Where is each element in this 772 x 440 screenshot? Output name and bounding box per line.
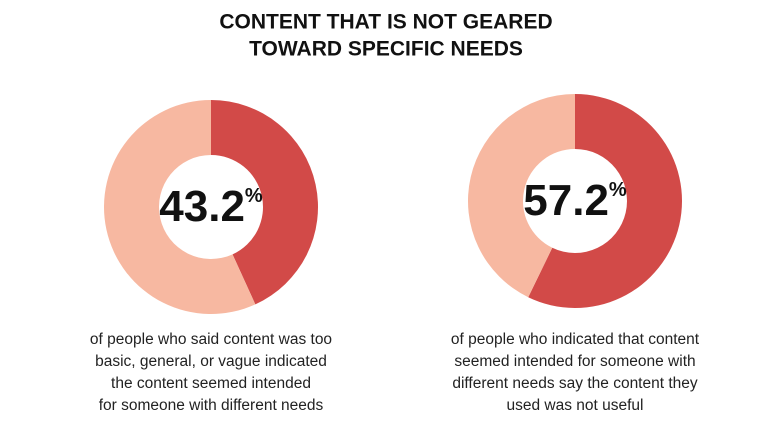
center-label: 57.2%	[523, 176, 627, 225]
donut-segment	[468, 94, 575, 298]
title: CONTENT THAT IS NOT GEARED	[219, 11, 552, 34]
caption: seemed intended for someone with	[454, 353, 695, 370]
center-label: 43.2%	[159, 182, 263, 231]
donut-segment	[211, 100, 318, 305]
donut-segment	[528, 94, 683, 308]
donut-segment	[103, 100, 256, 314]
caption: the content seemed intended	[111, 375, 311, 392]
caption: for someone with different needs	[99, 397, 324, 414]
title: TOWARD SPECIFIC NEEDS	[249, 38, 523, 61]
caption: of people who said content was too	[90, 331, 332, 348]
caption: different needs say the content they	[452, 375, 698, 392]
caption: used was not useful	[506, 397, 643, 414]
caption: basic, general, or vague indicated	[95, 353, 327, 370]
caption: of people who indicated that content	[451, 331, 700, 348]
